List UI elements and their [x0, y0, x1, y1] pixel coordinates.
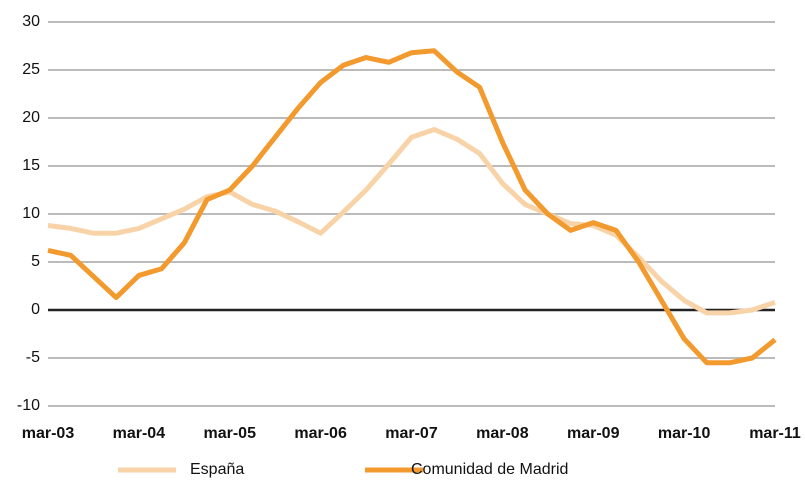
x-tick-label: mar-04 — [113, 425, 166, 442]
series-line — [47, 127, 776, 316]
y-tick-label: 20 — [22, 109, 40, 126]
x-tick-label: mar-09 — [567, 425, 620, 442]
x-tick-label: mar-07 — [385, 425, 438, 442]
legend-label: Comunidad de Madrid — [411, 461, 568, 478]
y-tick-label: 25 — [22, 61, 40, 78]
x-tick-label: mar-05 — [204, 425, 257, 442]
x-tick-label: mar-11 — [749, 425, 801, 442]
x-tick-label: mar-06 — [294, 425, 347, 442]
x-tick-label: mar-08 — [476, 425, 529, 442]
x-tick-label: mar-10 — [658, 425, 711, 442]
y-tick-label: 10 — [22, 205, 40, 222]
y-tick-label: 0 — [31, 301, 40, 318]
y-tick-label: -10 — [17, 397, 40, 414]
y-tick-label: -5 — [26, 349, 40, 366]
y-tick-label: 30 — [22, 13, 40, 30]
y-tick-label: 15 — [22, 157, 40, 174]
series-line — [47, 48, 777, 366]
x-tick-label: mar-03 — [22, 425, 75, 442]
legend-label: España — [190, 461, 244, 478]
y-tick-label: 5 — [31, 253, 40, 270]
